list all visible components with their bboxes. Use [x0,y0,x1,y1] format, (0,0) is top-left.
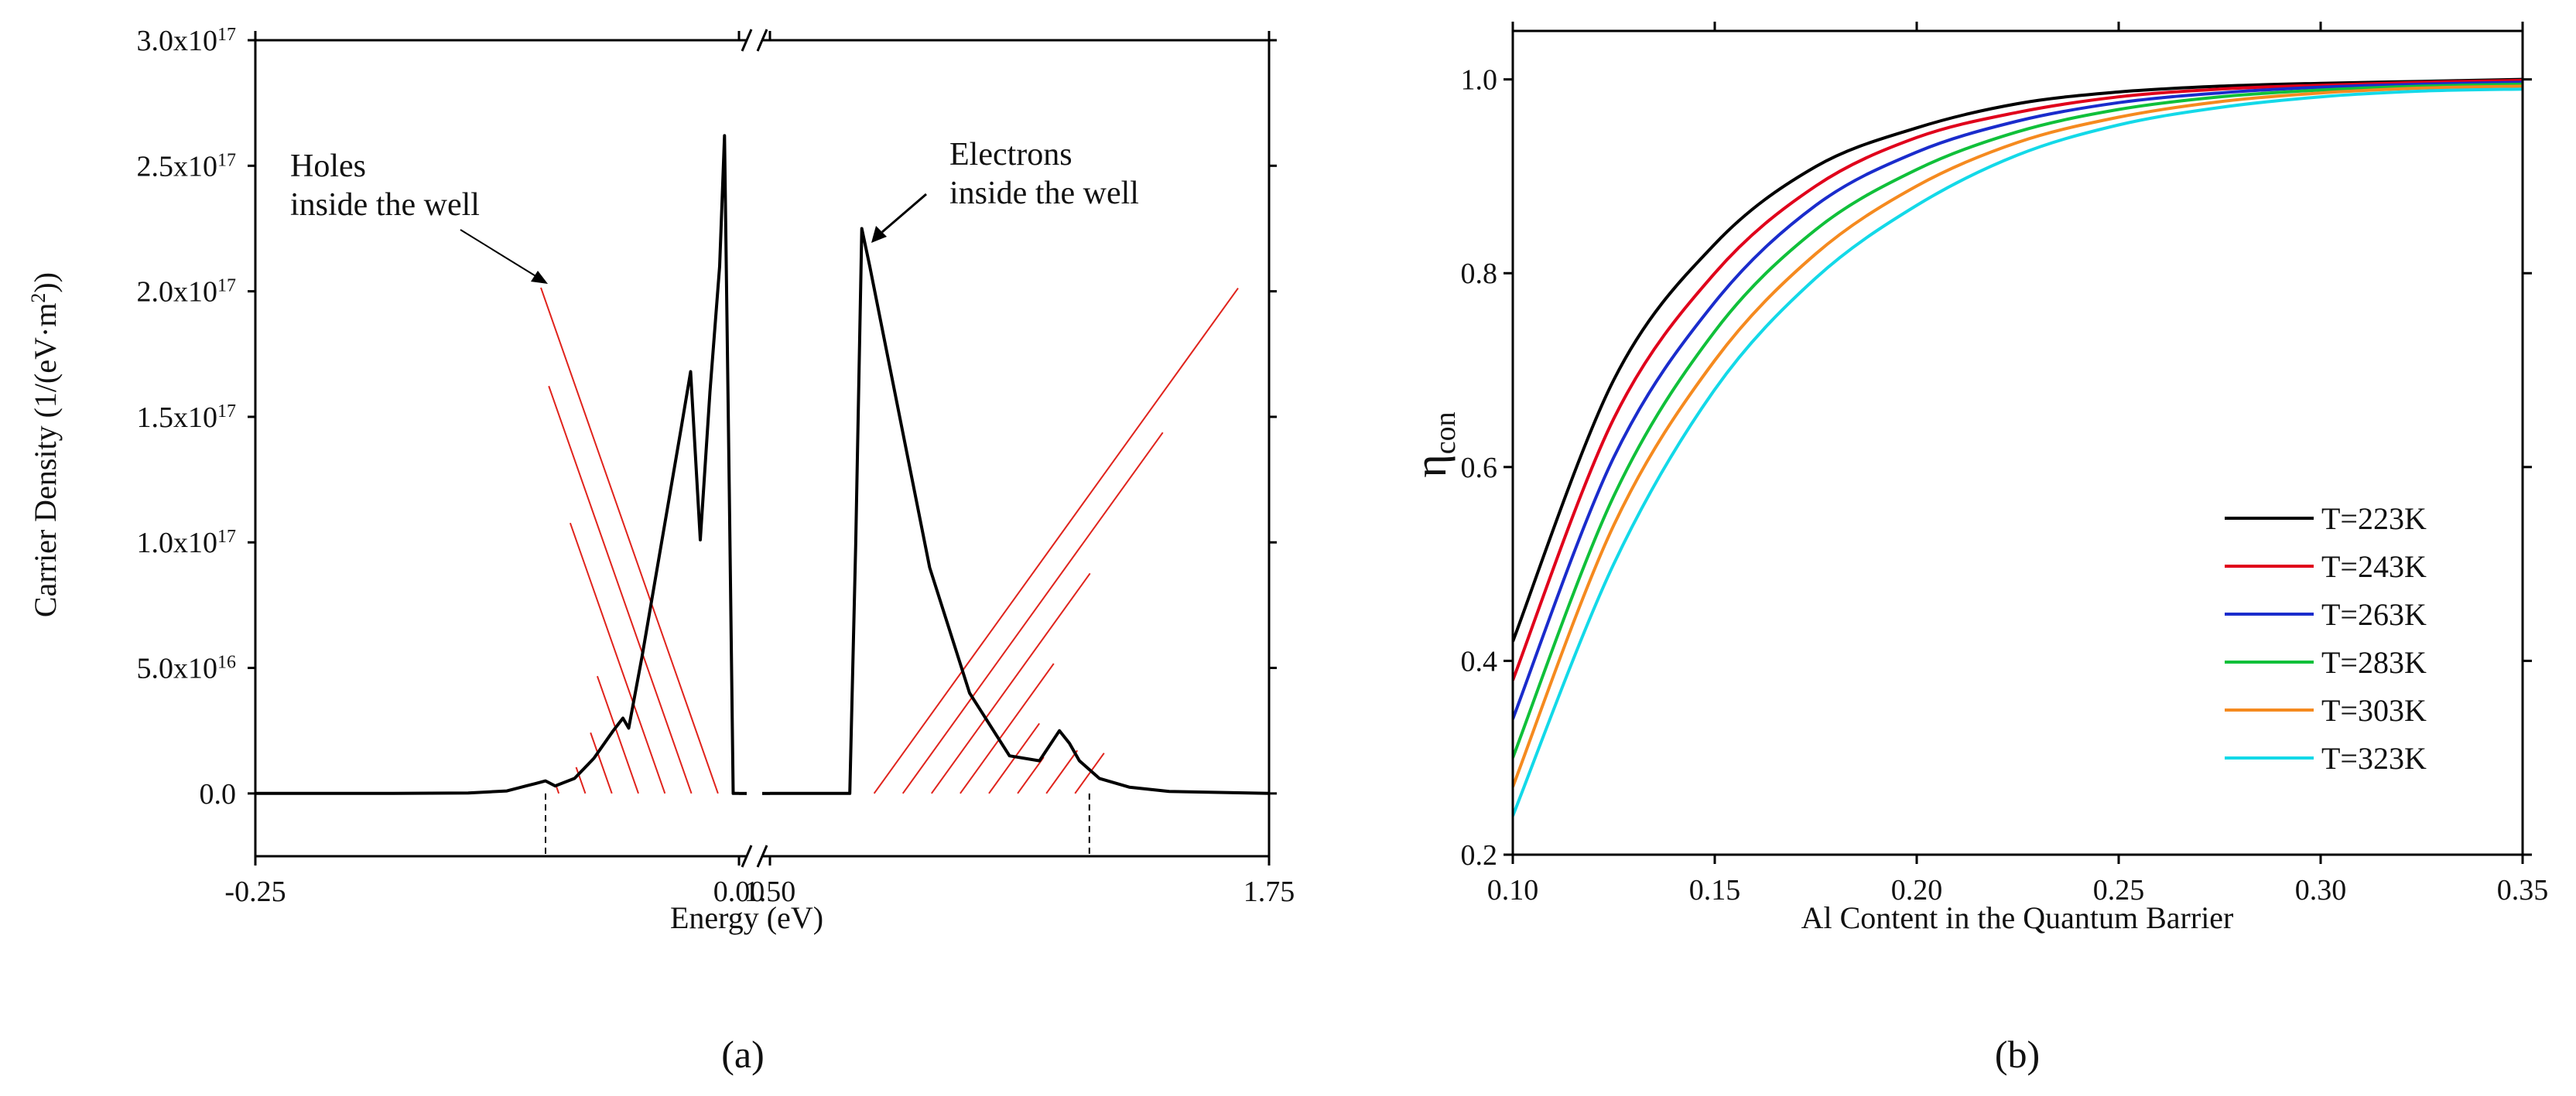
legend-label: T=223K [2321,501,2427,536]
panel-label-a: (a) [721,1033,765,1076]
efficiency-curves [1513,77,2523,817]
x-axis-label-a: Energy (eV) [670,900,823,935]
chart-panel-b: 0.10 0.15 0.20 0.25 0.30 0.350.20.40.60.81.0 … [1405,22,2548,1076]
legend-label: T=283K [2321,645,2427,680]
legend: T=223K T=243K T=263K T=283K T=303K T=323K [2225,501,2427,776]
series-line-t-303k [1513,84,2523,788]
y-tick-label-a: 1.5x1017 [137,401,237,434]
x-tick-label-b: 0.20 [1891,874,1943,907]
ticks-b: 0.10 0.15 0.20 0.25 0.30 0.35 0.2 0.4 0.6 0.8 1.0 [1461,22,2549,907]
hatch-line [575,767,587,794]
panel-label-b: (b) [1995,1033,2040,1076]
chart-panel-a: 0.0 5.0x1016 1.0x1017 1.5x1017 2.0x1017 2.5x1… [27,25,1295,1076]
axis-break-mark [756,845,768,868]
holes-annotation-line2: inside the well [290,187,480,223]
plot-frame-b [1511,29,2524,856]
x-tick-label-a: -0.25 [224,876,286,908]
y-tick-label-b: 0.4 [1461,645,1498,678]
holes-annotation-arrow [460,229,548,284]
x-tick-label-b: 0.25 [2093,874,2145,907]
electrons-hatch [873,287,1239,794]
series-line-t-263k [1513,80,2523,720]
x-tick-label-b: 0.35 [2497,874,2549,907]
hatch-line [540,287,719,794]
x-axis-label-b: Al Content in the Quantum Barrier [1801,900,2234,935]
x-tick-label-b: 0.10 [1487,874,1539,907]
legend-label: T=263K [2321,597,2427,632]
series-line-t-323k [1513,87,2523,817]
electrons-annotation-line1: Electrons [949,137,1072,172]
axis-break-mark [756,29,768,52]
x-tick-label-a: 1.50 [744,876,796,908]
legend-label: T=243K [2321,549,2427,584]
hatch-line [931,572,1091,794]
y-tick-label-b: 0.6 [1461,452,1498,484]
x-tick-label-a: 0.00 [713,876,765,908]
y-tick-label-a: 3.0x1017 [137,25,237,57]
hatch-line [596,675,639,794]
electrons-annotation-arrow [871,193,927,243]
hatch-line [1045,749,1079,794]
ticks-a: 0.0 5.0x1016 1.0x1017 1.5x1017 2.0x1017 2.5x1… [137,25,1295,908]
series-line-t-243k [1513,78,2523,681]
axis-break-mark [741,845,753,868]
y-tick-label-b: 0.2 [1461,839,1498,872]
axis-break-mark [741,29,753,52]
hatch-line [569,522,666,794]
y-axis-label-b: ηcon [1405,411,1462,477]
series-line-t-223k [1513,77,2523,643]
axes-frame-b [1511,29,2524,856]
y-tick-label-a: 0.0 [200,778,237,811]
hatch-line [988,722,1040,794]
hatch-line [548,385,693,794]
carrier-density-curves [255,134,1270,795]
x-tick-label-a: 1.75 [1244,876,1295,908]
y-tick-label-b: 1.0 [1461,64,1498,97]
holes-series-line [255,134,739,795]
y-tick-label-b: 0.8 [1461,258,1498,290]
legend-label: T=303K [2321,693,2427,728]
hatch-line [1017,756,1045,794]
series-line-t-283k [1513,82,2523,759]
y-axis-label-a: Carrier Density (1/(eV·m2)) [27,272,63,617]
y-tick-label-a: 2.0x1017 [137,276,237,309]
y-tick-label-a: 5.0x1016 [137,653,237,685]
hatch-line [1074,753,1105,794]
holes-hatch [540,287,719,794]
y-tick-label-a: 1.0x1017 [137,527,237,559]
axes-frame-a [254,29,1271,868]
hatch-line [590,732,613,794]
hatch-line [901,432,1164,794]
y-tick-label-a: 2.5x1017 [137,150,237,183]
integration-limit-lines [545,793,1090,856]
holes-annotation-line1: Holes [290,149,366,184]
hatch-line [873,287,1239,794]
hatch-line [960,663,1055,794]
electrons-annotation-line2: inside the well [949,176,1139,211]
legend-label: T=323K [2321,741,2427,776]
electrons-series-line [770,227,1270,795]
x-tick-label-b: 0.30 [2295,874,2347,907]
x-tick-label-b: 0.15 [1689,874,1741,907]
